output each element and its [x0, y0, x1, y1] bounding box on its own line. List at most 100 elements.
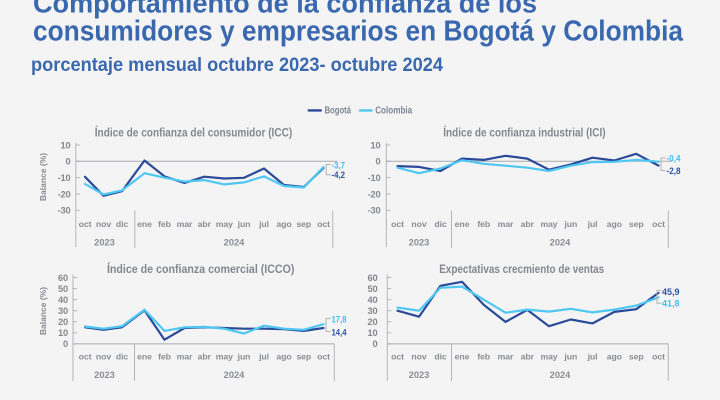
svg-text:2024: 2024 — [550, 370, 572, 380]
svg-text:nov: nov — [96, 352, 111, 362]
svg-text:-20: -20 — [58, 189, 71, 199]
svg-text:abr: abr — [198, 352, 212, 362]
svg-text:ene: ene — [137, 352, 152, 362]
svg-text:dic: dic — [434, 219, 447, 229]
svg-text:dic: dic — [116, 219, 129, 229]
svg-text:ago: ago — [276, 352, 291, 362]
svg-text:2023: 2023 — [409, 370, 430, 380]
svg-text:2024: 2024 — [550, 238, 572, 248]
svg-text:0: 0 — [66, 157, 71, 167]
svg-text:0: 0 — [376, 157, 381, 167]
svg-text:Comportamiento de la confianza: Comportamiento de la confianza de los — [33, 0, 537, 19]
svg-text:may: may — [216, 219, 233, 229]
svg-text:10: 10 — [371, 140, 381, 150]
svg-text:ene: ene — [137, 219, 152, 229]
svg-text:abr: abr — [521, 352, 535, 362]
svg-text:2024: 2024 — [224, 238, 246, 248]
svg-text:consumidores y empresarios en: consumidores y empresarios en Bogotá y C… — [33, 16, 684, 48]
svg-text:Colombia: Colombia — [375, 106, 412, 117]
svg-text:-4,2: -4,2 — [332, 170, 346, 180]
svg-text:20: 20 — [58, 317, 68, 327]
svg-text:oct: oct — [391, 352, 404, 362]
svg-text:ene: ene — [455, 219, 470, 229]
svg-text:jun: jun — [563, 219, 577, 229]
svg-text:ene: ene — [455, 352, 470, 362]
svg-text:50: 50 — [58, 284, 68, 294]
svg-text:Balance (%): Balance (%) — [38, 287, 48, 335]
svg-text:jul: jul — [258, 352, 269, 362]
svg-text:abr: abr — [521, 219, 535, 229]
svg-text:2023: 2023 — [94, 370, 115, 380]
svg-text:may: may — [540, 219, 557, 229]
svg-text:Índice de confianza comercial: Índice de confianza comercial (ICCO) — [107, 263, 295, 276]
svg-text:nov: nov — [411, 352, 426, 362]
svg-text:0: 0 — [63, 339, 68, 349]
svg-text:oct: oct — [79, 219, 92, 229]
svg-text:sep: sep — [629, 219, 644, 229]
svg-text:50: 50 — [368, 284, 378, 294]
svg-text:jul: jul — [587, 219, 598, 229]
svg-text:may: may — [540, 352, 557, 362]
svg-text:ago: ago — [607, 219, 622, 229]
svg-text:dic: dic — [434, 352, 447, 362]
svg-text:sep: sep — [296, 219, 311, 229]
svg-text:mar: mar — [498, 219, 514, 229]
svg-text:jul: jul — [587, 352, 598, 362]
svg-text:mar: mar — [177, 352, 193, 362]
svg-text:10: 10 — [61, 140, 71, 150]
svg-text:60: 60 — [58, 273, 68, 283]
svg-text:abr: abr — [198, 219, 212, 229]
svg-text:feb: feb — [477, 352, 490, 362]
svg-text:60: 60 — [368, 273, 378, 283]
svg-text:30: 30 — [368, 306, 378, 316]
svg-text:jun: jun — [237, 219, 251, 229]
svg-text:-30: -30 — [368, 206, 381, 216]
svg-text:sep: sep — [629, 352, 644, 362]
svg-text:-10: -10 — [58, 173, 71, 183]
svg-text:-10: -10 — [368, 173, 381, 183]
svg-text:-20: -20 — [368, 189, 381, 199]
svg-text:40: 40 — [58, 295, 68, 305]
svg-text:nov: nov — [411, 219, 426, 229]
svg-text:Índice de confianza industrial: Índice de confianza industrial (ICI) — [443, 127, 605, 140]
svg-text:oct: oct — [652, 219, 665, 229]
svg-text:-0,4: -0,4 — [667, 153, 681, 163]
svg-text:nov: nov — [96, 219, 111, 229]
svg-text:0: 0 — [373, 339, 378, 349]
svg-text:-3,7: -3,7 — [332, 160, 346, 170]
svg-text:oct: oct — [652, 352, 665, 362]
svg-text:oct: oct — [317, 352, 330, 362]
svg-text:feb: feb — [477, 219, 490, 229]
svg-text:porcentaje mensual octubre 202: porcentaje mensual octubre 2023- octubre… — [31, 54, 443, 76]
svg-text:mar: mar — [177, 219, 193, 229]
svg-text:oct: oct — [391, 219, 404, 229]
svg-text:sep: sep — [296, 352, 311, 362]
svg-text:10: 10 — [58, 328, 68, 338]
svg-text:Expectativas crecmiento de ven: Expectativas crecmiento de ventas — [439, 264, 604, 276]
svg-text:30: 30 — [58, 306, 68, 316]
svg-text:jun: jun — [237, 352, 251, 362]
svg-text:-2,8: -2,8 — [667, 166, 681, 176]
svg-text:dic: dic — [116, 352, 129, 362]
svg-text:14,4: 14,4 — [332, 327, 347, 337]
svg-text:20: 20 — [368, 317, 378, 327]
svg-text:-30: -30 — [58, 206, 71, 216]
svg-text:40: 40 — [368, 295, 378, 305]
svg-text:45,9: 45,9 — [662, 287, 680, 297]
svg-text:mar: mar — [498, 352, 514, 362]
svg-text:feb: feb — [158, 219, 171, 229]
svg-text:jun: jun — [563, 352, 577, 362]
svg-text:ago: ago — [276, 219, 291, 229]
svg-text:17,8: 17,8 — [332, 315, 347, 325]
svg-text:Índice de confianza del consum: Índice de confianza del consumidor (ICC) — [95, 127, 293, 140]
svg-text:feb: feb — [158, 352, 171, 362]
svg-text:2024: 2024 — [224, 370, 246, 380]
svg-text:Bogotá: Bogotá — [325, 106, 352, 117]
svg-text:41,8: 41,8 — [662, 299, 680, 309]
svg-text:jul: jul — [258, 219, 269, 229]
svg-text:may: may — [216, 352, 233, 362]
svg-text:oct: oct — [79, 352, 92, 362]
svg-text:2023: 2023 — [94, 238, 115, 248]
svg-text:oct: oct — [317, 219, 330, 229]
svg-text:Balance (%): Balance (%) — [38, 153, 48, 201]
